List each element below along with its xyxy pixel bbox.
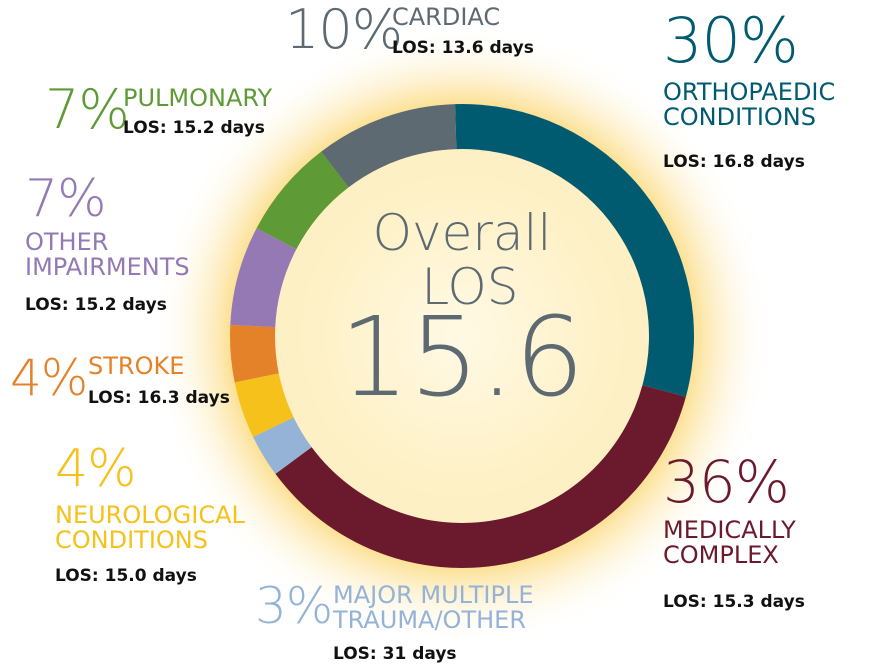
los-label: LOS: 15.2 days [123, 120, 265, 138]
los-label: LOS: 15.0 days [55, 568, 197, 586]
los-label: LOS: 16.3 days [88, 390, 230, 408]
los-label: LOS: 15.2 days [25, 297, 167, 315]
los-label: LOS: 13.6 days [392, 40, 534, 58]
percent-label: 4% [55, 442, 136, 497]
center-value: 15.6 [340, 293, 585, 421]
percent-label: 7% [45, 82, 129, 139]
percent-label: 10% [285, 2, 402, 59]
category-label: MAJOR MULTIPLE TRAUMA/OTHER [333, 583, 563, 633]
los-label: LOS: 15.3 days [663, 594, 805, 612]
category-label: OTHER IMPAIRMENTS [25, 230, 235, 280]
category-label: STROKE [88, 354, 288, 379]
category-label: MEDICALLY COMPLEX [663, 518, 863, 568]
los-label: LOS: 31 days [333, 646, 457, 664]
percent-label: 30% [663, 8, 798, 73]
infographic: Overall LOS 15.6 30%ORTHOPAEDIC CONDITIO… [0, 0, 893, 672]
percent-label: 3% [255, 580, 332, 633]
category-label: ORTHOPAEDIC CONDITIONS [663, 80, 893, 130]
category-label: NEUROLOGICAL CONDITIONS [55, 503, 285, 553]
percent-label: 4% [10, 352, 87, 405]
category-label: CARDIAC [392, 5, 592, 30]
category-label: PULMONARY [123, 86, 323, 111]
los-label: LOS: 16.8 days [663, 154, 805, 172]
percent-label: 7% [25, 172, 106, 227]
percent-label: 36% [663, 452, 789, 513]
